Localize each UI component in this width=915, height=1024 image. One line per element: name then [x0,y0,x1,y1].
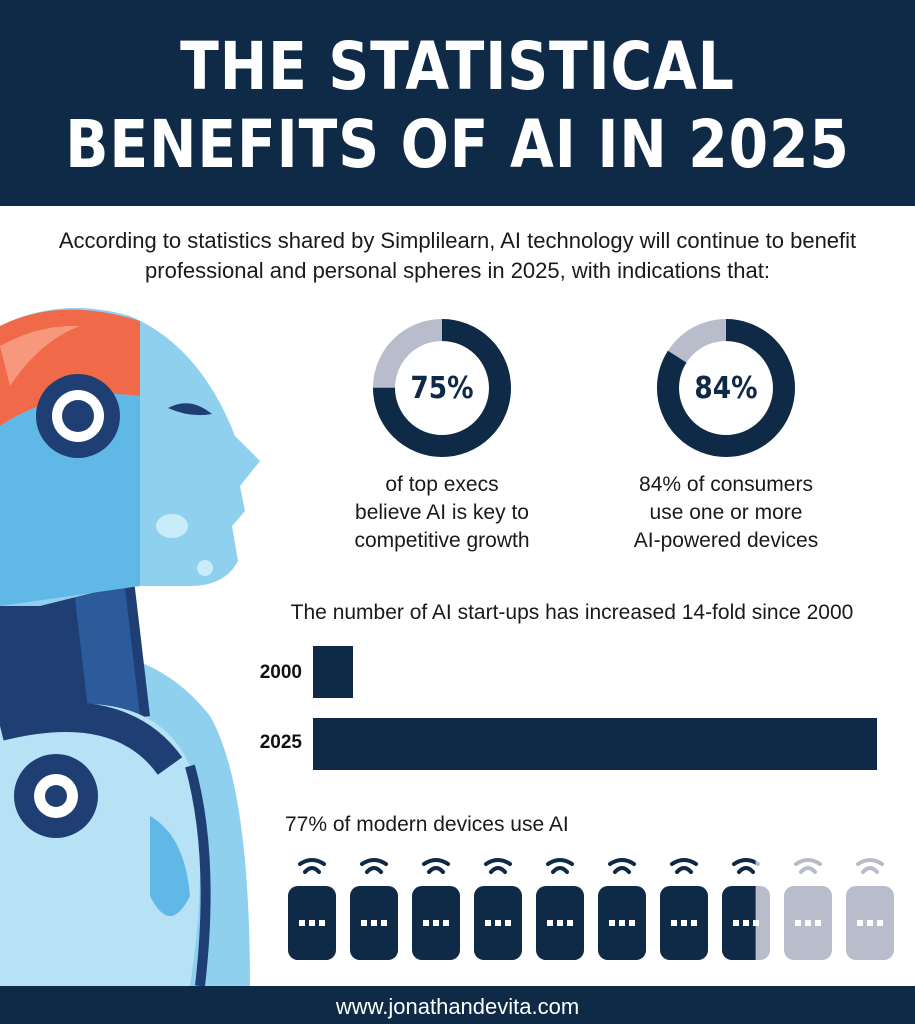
signal-wave [732,858,756,866]
device-dot [319,920,325,926]
signal-wave [365,866,383,874]
donut-consumers-arc [657,319,795,457]
device-dot [371,920,377,926]
signal-wave [737,866,755,874]
robot-ear-center [62,400,94,432]
devices-icon-row [288,858,894,960]
signal-wave [422,858,450,866]
caption-line: use one or more [649,501,803,524]
device-dot [381,920,387,926]
device-dot [309,920,315,926]
device-dot [815,920,821,926]
device-icon [412,858,460,960]
device-dot [691,920,697,926]
device-dot [753,920,759,926]
robot-arm-band [0,702,183,776]
device-dot [547,920,553,926]
signal-wave [794,858,822,866]
device-dot [567,920,573,926]
signal-wave [489,866,507,874]
robot-arm-edge [185,764,211,986]
footer-banner [0,986,915,1024]
device-icon [350,858,398,960]
device-dot [681,920,687,926]
device-dot [485,920,491,926]
bar-2000 [313,646,354,698]
robot-chin-dot [197,560,213,576]
startups-chart-title: The number of AI start-ups has increased… [290,601,854,624]
bar-label-2000: 2000 [259,662,302,683]
signal-wave [670,858,698,866]
device-dot [805,920,811,926]
device-dot [619,920,625,926]
donut-consumers [657,319,795,457]
caption-line: believe AI is key to [355,501,529,524]
signal-wave [608,858,636,866]
device-dot [629,920,635,926]
donut-execs [373,319,511,457]
robot-cheek [156,514,188,538]
device-dot [857,920,863,926]
intro-text: According to statistics shared by Simpli… [58,228,857,283]
device-dot [671,920,677,926]
robot-illustration [0,308,260,986]
signal-wave [360,858,388,866]
device-dot [505,920,511,926]
signal-wave [546,858,574,866]
device-icon [784,858,832,960]
device-dot [443,920,449,926]
signal-wave [799,866,817,874]
signal-wave [484,858,512,866]
device-icon [846,858,894,960]
footer-url: www.jonathandevita.com [335,994,580,1019]
signal-wave [303,866,321,874]
device-icon [474,858,522,960]
signal-wave [427,866,445,874]
caption-line: AI-powered devices [633,529,819,552]
title-line-1: THE STATISTICAL [180,28,735,105]
robot-eye [168,403,212,416]
donut-consumers-label: 84% [694,370,758,406]
device-dot [733,920,739,926]
signal-wave [675,866,693,874]
device-icon [598,858,646,960]
device-icon [722,858,756,960]
device-dot [609,920,615,926]
robot-arm-shade [150,816,190,916]
bar-label-2025: 2025 [259,732,302,753]
device-dot [361,920,367,926]
device-dot [433,920,439,926]
robot-joint-center [45,785,67,807]
devices-chart-title: 77% of modern devices use AI [285,813,569,836]
signal-wave [613,866,631,874]
title-line-2: BENEFITS OF AI IN 2025 [65,106,850,183]
header-banner [0,0,915,206]
device-icon [660,858,708,960]
caption-line: of top execs [385,473,499,496]
bar-2025 [313,718,877,770]
signal-wave [856,858,884,866]
device-icon [536,858,584,960]
device-dot [557,920,563,926]
caption-line: competitive growth [354,529,530,552]
signal-wave [861,866,879,874]
device-dot [753,920,756,926]
signal-wave [298,858,326,866]
device-dot [867,920,873,926]
device-dot [495,920,501,926]
device-dot [743,920,749,926]
donut-execs-label: 75% [410,370,474,406]
device-icon [288,858,336,960]
donut-execs-arc [373,319,511,457]
device-dot [877,920,883,926]
robot-head-highlight [0,325,80,386]
device-dot [795,920,801,926]
signal-wave [551,866,569,874]
device-dot [423,920,429,926]
donut-execs-caption: of top execs believe AI is key to compet… [312,471,572,555]
donut-consumers-caption: 84% of consumers use one or more AI-powe… [596,471,856,555]
caption-line: 84% of consumers [639,473,813,496]
device-dot [299,920,305,926]
